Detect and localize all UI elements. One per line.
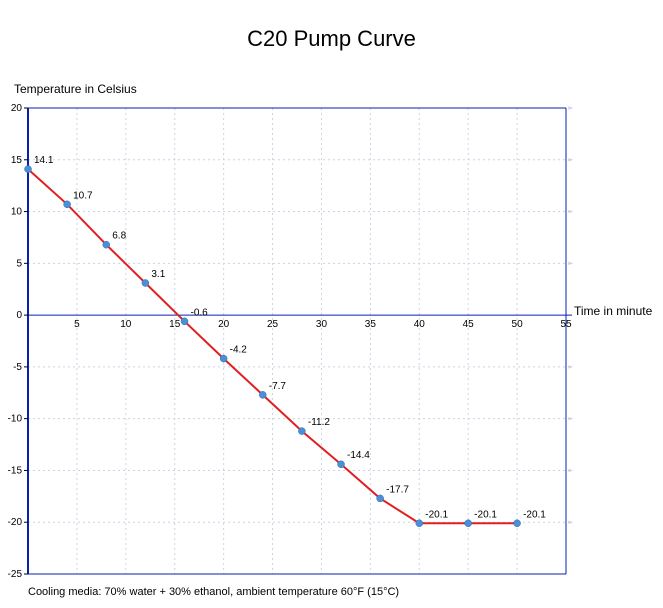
- svg-text:15: 15: [169, 319, 181, 330]
- svg-text:45: 45: [463, 319, 475, 330]
- svg-text:-5: -5: [13, 362, 22, 373]
- svg-text:10: 10: [11, 207, 23, 218]
- svg-text:-14.4: -14.4: [347, 450, 370, 461]
- svg-text:-10: -10: [8, 414, 23, 425]
- svg-text:-0.6: -0.6: [191, 307, 209, 318]
- svg-text:10: 10: [120, 319, 132, 330]
- svg-text:0: 0: [16, 310, 22, 321]
- svg-text:6.8: 6.8: [112, 231, 126, 242]
- svg-text:55: 55: [560, 319, 572, 330]
- svg-text:35: 35: [365, 319, 377, 330]
- svg-text:50: 50: [512, 319, 524, 330]
- svg-text:14.1: 14.1: [34, 155, 54, 166]
- svg-text:5: 5: [74, 319, 80, 330]
- svg-text:40: 40: [414, 319, 426, 330]
- svg-text:-15: -15: [8, 465, 23, 476]
- svg-text:3.1: 3.1: [151, 269, 165, 280]
- svg-text:-25: -25: [8, 569, 23, 580]
- svg-text:25: 25: [267, 319, 279, 330]
- svg-text:20: 20: [218, 319, 230, 330]
- svg-text:20: 20: [11, 103, 23, 114]
- svg-text:-20.1: -20.1: [523, 509, 546, 520]
- svg-text:15: 15: [11, 155, 23, 166]
- svg-text:-20.1: -20.1: [425, 509, 448, 520]
- svg-text:-17.7: -17.7: [386, 484, 409, 495]
- svg-text:30: 30: [316, 319, 328, 330]
- svg-text:-20: -20: [8, 517, 23, 528]
- chart-svg: -25 -20 -15 -10 -5 0 5 10 15 20 5 10 15 20 25 30 35 40 45 5…: [0, 0, 663, 608]
- svg-text:10.7: 10.7: [73, 190, 93, 201]
- svg-text:-7.7: -7.7: [269, 381, 287, 392]
- chart-container: C20 Pump Curve Temperature in Celsius Ti…: [0, 0, 663, 608]
- svg-text:-20.1: -20.1: [474, 509, 497, 520]
- svg-text:-4.2: -4.2: [230, 345, 248, 356]
- svg-text:5: 5: [16, 258, 22, 269]
- svg-text:-11.2: -11.2: [308, 417, 330, 428]
